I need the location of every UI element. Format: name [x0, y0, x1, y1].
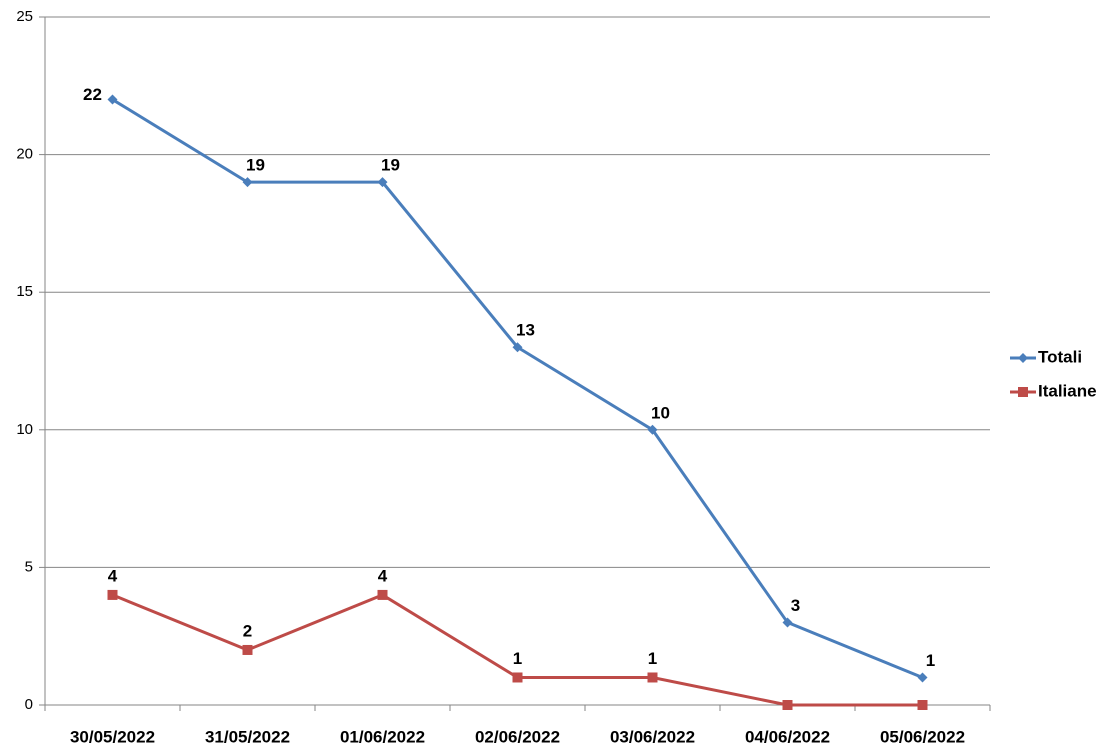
y-tick-label: 25 [16, 8, 33, 25]
data-label: 19 [246, 156, 265, 175]
y-tick-label: 5 [25, 558, 33, 575]
marker [107, 589, 118, 600]
marker [242, 177, 253, 188]
marker [647, 672, 658, 683]
data-label: 1 [926, 651, 935, 670]
marker [512, 342, 523, 353]
legend-label: Totali [1038, 347, 1082, 366]
marker [377, 589, 388, 600]
x-tick-label: 02/06/2022 [475, 727, 560, 746]
data-label: 4 [108, 566, 118, 585]
y-tick-label: 20 [16, 146, 33, 163]
marker [647, 424, 658, 435]
marker [917, 672, 928, 683]
data-label: 1 [648, 649, 657, 668]
marker [512, 672, 523, 683]
y-tick-label: 15 [16, 283, 33, 300]
x-tick-label: 31/05/2022 [205, 727, 290, 746]
marker [782, 700, 793, 710]
marker [107, 94, 118, 105]
data-label: 4 [378, 566, 388, 585]
y-tick-label: 0 [25, 696, 33, 713]
x-tick-label: 01/06/2022 [340, 727, 425, 746]
x-tick-label: 05/06/2022 [880, 727, 965, 746]
legend-label: Italiane [1038, 381, 1097, 400]
x-tick-label: 03/06/2022 [610, 727, 695, 746]
marker [782, 617, 793, 628]
x-tick-label: 30/05/2022 [70, 727, 155, 746]
marker [1018, 387, 1028, 397]
series-line [111, 98, 924, 679]
marker [1018, 353, 1028, 363]
data-label: 10 [651, 403, 670, 422]
data-label: 13 [516, 321, 535, 340]
x-tick-label: 04/06/2022 [745, 727, 830, 746]
data-label: 19 [381, 156, 400, 175]
data-label: 2 [243, 621, 252, 640]
data-label: 22 [83, 85, 102, 104]
y-tick-label: 10 [16, 421, 33, 438]
data-label: 3 [791, 596, 800, 615]
data-label: 1 [513, 649, 522, 668]
marker [917, 700, 928, 710]
marker [242, 644, 253, 655]
marker [377, 177, 388, 188]
